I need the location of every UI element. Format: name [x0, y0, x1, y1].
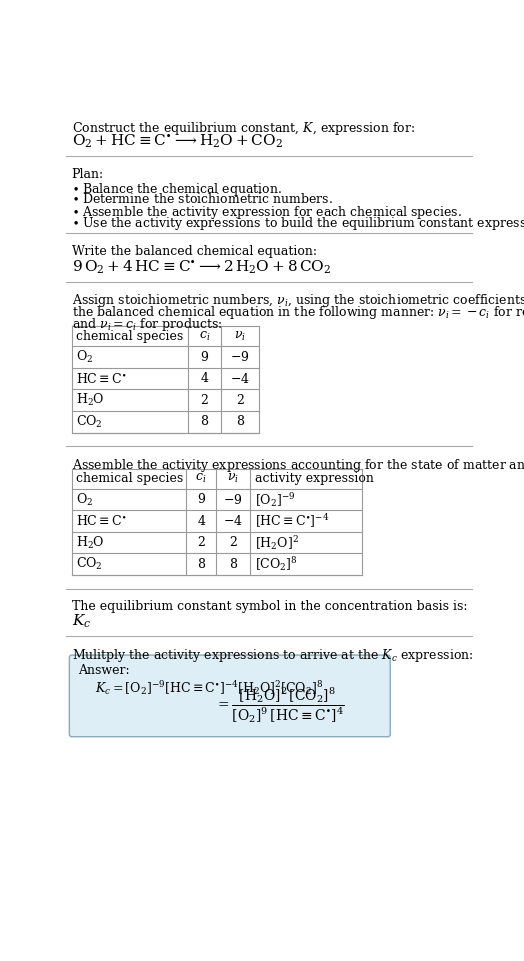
Text: Plan:: Plan:: [72, 168, 104, 182]
Text: chemical species: chemical species: [77, 472, 183, 485]
Text: chemical species: chemical species: [77, 330, 183, 343]
Text: $[\mathrm{CO_2}]^{8}$: $[\mathrm{CO_2}]^{8}$: [255, 555, 298, 573]
Text: $\nu_i$: $\nu_i$: [234, 330, 246, 343]
Text: 8: 8: [229, 557, 237, 571]
Text: 9: 9: [197, 493, 205, 506]
Text: 2: 2: [200, 394, 208, 407]
Text: $\bullet$ Use the activity expressions to build the equilibrium constant express: $\bullet$ Use the activity expressions t…: [72, 215, 524, 233]
Text: $\mathrm{O_2}$: $\mathrm{O_2}$: [77, 491, 93, 507]
Text: $\mathrm{HC{\equiv}C^{\bullet}}$: $\mathrm{HC{\equiv}C^{\bullet}}$: [77, 372, 127, 385]
Text: the balanced chemical equation in the following manner: $\nu_i = -c_i$ for react: the balanced chemical equation in the fo…: [72, 304, 524, 321]
Text: activity expression: activity expression: [255, 472, 374, 485]
Text: $-4$: $-4$: [230, 372, 250, 385]
Text: $\mathrm{HC{\equiv}C^{\bullet}}$: $\mathrm{HC{\equiv}C^{\bullet}}$: [77, 514, 127, 529]
Text: $-9$: $-9$: [223, 493, 243, 506]
Text: $[\mathrm{H_2O}]^{2}$: $[\mathrm{H_2O}]^{2}$: [255, 533, 298, 552]
Text: Assemble the activity expressions accounting for the state of matter and $\nu_i$: Assemble the activity expressions accoun…: [72, 457, 524, 474]
Text: $K_c$: $K_c$: [72, 613, 91, 630]
Text: $-9$: $-9$: [230, 350, 249, 364]
Text: Construct the equilibrium constant, $K$, expression for:: Construct the equilibrium constant, $K$,…: [72, 120, 415, 136]
Text: Mulitply the activity expressions to arrive at the $K_c$ expression:: Mulitply the activity expressions to arr…: [72, 647, 473, 664]
Text: $\mathrm{H_2O}$: $\mathrm{H_2O}$: [77, 534, 105, 551]
Text: $\bullet$ Determine the stoichiometric numbers.: $\bullet$ Determine the stoichiometric n…: [72, 192, 333, 207]
Text: $\bullet$ Assemble the activity expression for each chemical species.: $\bullet$ Assemble the activity expressi…: [72, 204, 462, 221]
Text: The equilibrium constant symbol in the concentration basis is:: The equilibrium constant symbol in the c…: [72, 600, 467, 613]
Text: Answer:: Answer:: [78, 663, 129, 677]
Text: Write the balanced chemical equation:: Write the balanced chemical equation:: [72, 245, 316, 259]
Text: 8: 8: [200, 415, 208, 429]
Text: $\nu_i$: $\nu_i$: [227, 472, 239, 485]
Text: $c_i$: $c_i$: [195, 472, 207, 485]
Text: $\bullet$ Balance the chemical equation.: $\bullet$ Balance the chemical equation.: [72, 181, 282, 198]
FancyBboxPatch shape: [69, 655, 390, 737]
Text: $\mathrm{9\,O_2 + 4\,HC{\equiv}C^{\bullet} \longrightarrow 2\,H_2O + 8\,CO_2}$: $\mathrm{9\,O_2 + 4\,HC{\equiv}C^{\bulle…: [72, 259, 331, 276]
Text: 4: 4: [200, 372, 208, 385]
Text: 2: 2: [236, 394, 244, 407]
Text: $\mathrm{O_2}$: $\mathrm{O_2}$: [77, 349, 93, 365]
Text: $\mathrm{H_2O}$: $\mathrm{H_2O}$: [77, 392, 105, 408]
Text: Assign stoichiometric numbers, $\nu_i$, using the stoichiometric coefficients, $: Assign stoichiometric numbers, $\nu_i$, …: [72, 292, 524, 309]
Text: $[\mathrm{HC{\equiv}C^{\bullet}}]^{-4}$: $[\mathrm{HC{\equiv}C^{\bullet}}]^{-4}$: [255, 512, 329, 530]
Text: $\mathrm{CO_2}$: $\mathrm{CO_2}$: [77, 556, 103, 573]
Text: 4: 4: [197, 514, 205, 528]
Text: $\mathrm{O_2 + HC{\equiv}C^{\bullet} \longrightarrow H_2O + CO_2}$: $\mathrm{O_2 + HC{\equiv}C^{\bullet} \lo…: [72, 133, 282, 151]
Text: $\mathrm{CO_2}$: $\mathrm{CO_2}$: [77, 414, 103, 430]
Text: 9: 9: [200, 351, 208, 363]
Text: 2: 2: [197, 536, 205, 549]
Text: 2: 2: [229, 536, 237, 549]
Text: $= \dfrac{[\mathrm{H_2O}]^{2}\,[\mathrm{CO_2}]^{8}}{[\mathrm{O_2}]^{9}\,[\mathrm: $= \dfrac{[\mathrm{H_2O}]^{2}\,[\mathrm{…: [215, 685, 345, 725]
Text: and $\nu_i = c_i$ for products:: and $\nu_i = c_i$ for products:: [72, 315, 222, 333]
Text: $K_c = [\mathrm{O_2}]^{-9}[\mathrm{HC{\equiv}C^{\bullet}}]^{-4}[\mathrm{H_2O}]^{: $K_c = [\mathrm{O_2}]^{-9}[\mathrm{HC{\e…: [95, 679, 323, 697]
Text: $[\mathrm{O_2}]^{-9}$: $[\mathrm{O_2}]^{-9}$: [255, 490, 295, 508]
Text: 8: 8: [236, 415, 244, 429]
Text: $-4$: $-4$: [223, 514, 243, 529]
Text: 8: 8: [197, 557, 205, 571]
Text: $c_i$: $c_i$: [199, 330, 210, 343]
